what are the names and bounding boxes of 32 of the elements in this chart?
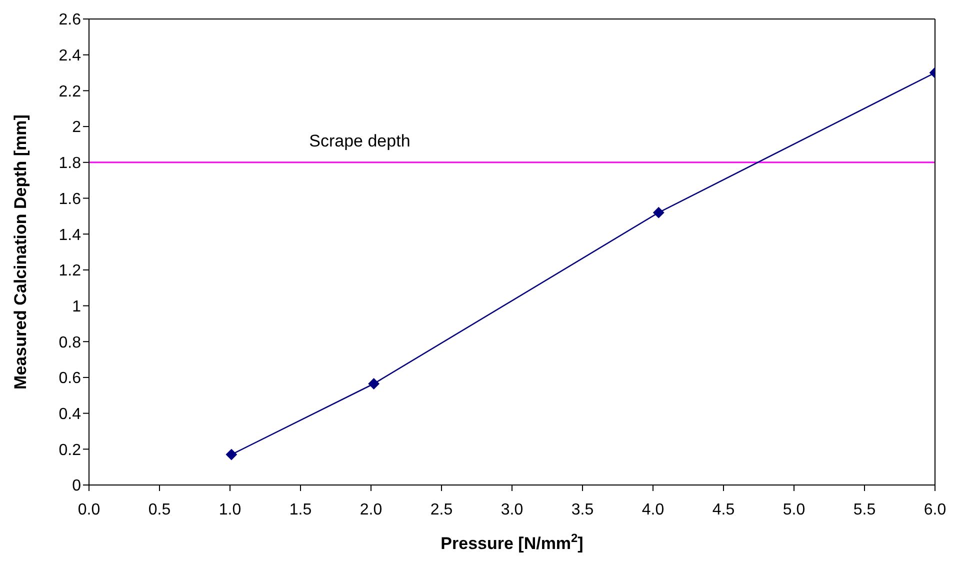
x-tick-label: 5.5 <box>853 501 876 518</box>
x-tick-label: 3.0 <box>500 501 524 518</box>
x-tick-label: 0.5 <box>148 501 171 518</box>
x-tick-label: 4.5 <box>712 501 735 518</box>
y-tick-label: 0.6 <box>58 370 82 388</box>
y-axis-title: Measured Calcination Depth [mm] <box>11 114 30 390</box>
x-axis-title: Pressure [N/mm$^{2}$] <box>440 531 584 553</box>
y-tick-label: 2.6 <box>58 12 82 29</box>
x-tick-label: 1.5 <box>289 501 312 518</box>
x-tick-label: 3.5 <box>571 501 594 518</box>
y-tick-label: 2.4 <box>58 48 82 65</box>
y-tick-label: 1.8 <box>58 155 82 172</box>
y-tick-label: 1.2 <box>58 262 82 280</box>
point <box>226 449 237 460</box>
x-tick-label: 2.0 <box>360 501 382 518</box>
y-tick-label: 1.6 <box>58 190 82 208</box>
y-tick-label: 0.8 <box>58 334 82 352</box>
y-tick-label: 2 <box>72 119 82 136</box>
ref-line-label: Scrape depth <box>309 131 410 150</box>
y-tick-label: 1 <box>72 298 82 316</box>
x-tick-label: 0.0 <box>78 501 100 518</box>
x-tick-label: 2.5 <box>430 501 453 518</box>
x-tick-label: 6.0 <box>924 501 946 518</box>
x-tick-label: 5.0 <box>782 501 806 518</box>
y-tick-label: 1.4 <box>58 226 82 244</box>
x-tick-label: 1.0 <box>218 501 242 518</box>
y-tick-label: 2.2 <box>58 83 82 100</box>
y-tick-label: 0 <box>72 478 82 495</box>
y-tick-label: 0.2 <box>58 442 82 459</box>
x-tick-label: 4.0 <box>642 501 664 518</box>
point <box>368 378 380 390</box>
y-tick-label: 0.4 <box>58 406 82 423</box>
